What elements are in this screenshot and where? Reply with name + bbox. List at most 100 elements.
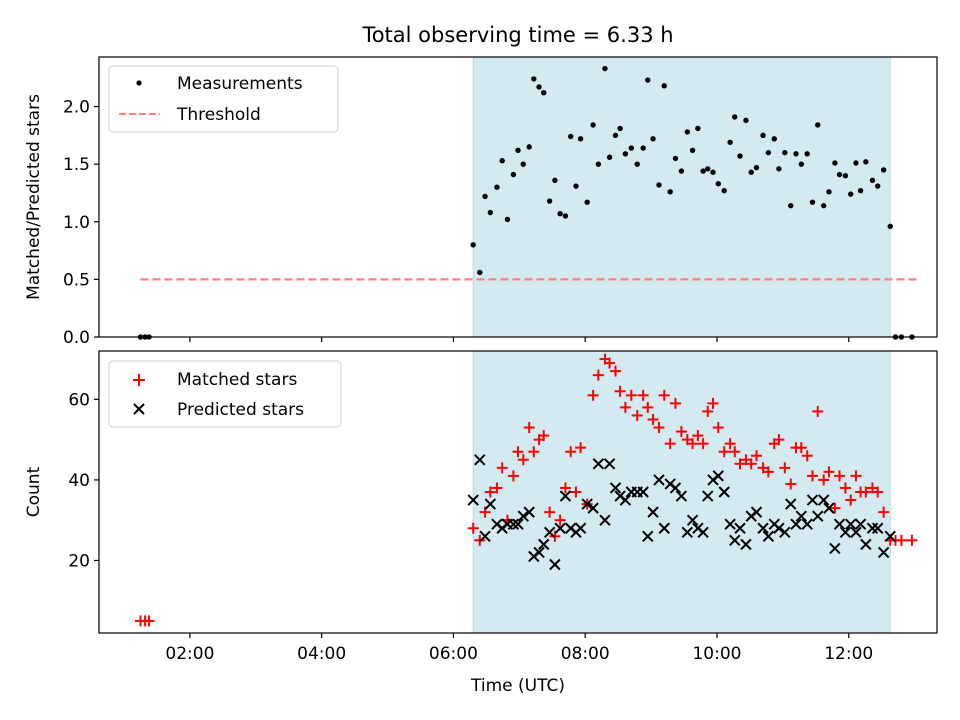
predicted-stars-point	[854, 518, 867, 530]
measurements-point	[809, 199, 816, 205]
measurements-point	[606, 154, 613, 160]
measurements-point	[536, 84, 542, 90]
matched-stars-point	[702, 405, 714, 417]
measurements-point	[760, 132, 766, 139]
measurements-point	[743, 117, 749, 124]
matched-stars-point	[143, 615, 155, 627]
matched-stars-point	[647, 413, 659, 425]
matched-stars-point	[570, 486, 582, 498]
legend-predicted-swatch	[133, 403, 145, 415]
ratio-x-ticks	[189, 337, 850, 342]
predicted-stars-point	[474, 454, 486, 466]
matched-stars-point	[906, 534, 918, 546]
matched-stars-point	[491, 482, 503, 494]
predicted-stars-point	[750, 506, 763, 518]
predicted-stars-point	[467, 494, 479, 506]
matched-stars-point	[878, 506, 890, 518]
matched-stars-point	[806, 470, 818, 482]
measurements-point	[640, 145, 646, 151]
measurements-point	[487, 209, 494, 216]
x-tick-label: 12:00	[824, 644, 873, 664]
measurements-point	[577, 136, 584, 142]
predicted-stars-point	[718, 486, 730, 498]
matched-stars-point	[850, 470, 862, 482]
measurements-point	[590, 122, 596, 128]
predicted-stars-point	[512, 518, 524, 530]
ratio-y-ticks: 0.0 0.5 1.0 1.5 2.0	[63, 98, 99, 348]
matched-stars-point	[523, 422, 535, 434]
predicted-stars-point	[543, 526, 556, 538]
measurements-point	[482, 193, 488, 200]
matched-stars-point	[801, 450, 813, 462]
measurements-point	[727, 139, 733, 145]
predicted-stars-point	[801, 518, 813, 530]
matched-stars-point	[750, 450, 762, 462]
predicted-stars-point	[729, 534, 741, 547]
measurements-point	[695, 125, 701, 132]
ratio-y-axis-label: Matched/Predicted stars	[24, 94, 44, 300]
matched-stars-point	[614, 385, 626, 397]
measurements-point	[540, 90, 547, 96]
matched-stars-point	[517, 454, 529, 466]
predicted-stars-point	[559, 490, 572, 502]
predicted-stars-point	[658, 522, 670, 534]
measurements-point	[710, 169, 716, 175]
measurements-point	[656, 182, 662, 188]
measurements-point	[584, 199, 590, 205]
matched-stars-point	[512, 446, 524, 458]
legend-measurements-swatch	[136, 80, 142, 86]
predicted-stars-point	[790, 518, 802, 530]
measurements-point	[515, 147, 521, 154]
measurements-point	[820, 202, 827, 209]
measurements-point	[595, 161, 602, 167]
count-x-ticks: 02:00 04:00 06:00 08:00 10:00 12:00	[165, 633, 873, 664]
count-y-axis-label: Count	[24, 466, 44, 517]
measurements-point	[732, 114, 738, 120]
chart-title: Total observing time = 6.33 h	[361, 23, 673, 47]
x-tick-label: 10:00	[692, 644, 741, 664]
predicted-stars-point	[609, 482, 622, 494]
measurements-point	[863, 159, 869, 165]
predicted-stars-point	[523, 506, 535, 518]
predicted-stars-point	[603, 458, 616, 470]
matched-stars-point	[718, 446, 730, 458]
predicted-stars-point	[785, 498, 797, 510]
predicted-stars-point	[507, 518, 520, 530]
count-panel: 20 40 60 02:00 04:00 06:00 08:00 10:00 12:00 Co…	[24, 350, 938, 664]
measurements-point	[880, 167, 887, 173]
x-tick-label: 06:00	[429, 644, 478, 664]
x-axis-label: Time (UTC)	[470, 676, 565, 696]
predicted-stars-point	[484, 498, 497, 510]
matched-stars-point	[860, 486, 872, 498]
measurements-point	[776, 166, 782, 172]
ratio-panel: 0.00.51.01.52.0 Matched/Predicted stars …	[24, 56, 938, 348]
y-tick-label: 20	[68, 551, 90, 571]
measurements-point	[842, 172, 849, 179]
matched-stars-point	[785, 478, 797, 490]
measurements-point	[798, 161, 804, 167]
measurements-point	[804, 151, 810, 157]
measurements-point	[470, 242, 476, 248]
matched-stars-point	[697, 438, 709, 450]
measurements-point	[715, 181, 721, 187]
measurements-point	[573, 183, 579, 189]
predicted-stars-point	[884, 530, 896, 543]
matched-stars-point	[829, 502, 841, 514]
x-tick-label: 08:00	[561, 644, 610, 664]
y-tick-label: 0.0	[63, 328, 90, 348]
legend-matched-swatch	[133, 374, 145, 386]
predicted-stars-point	[653, 474, 665, 486]
matched-stars-point	[642, 401, 654, 413]
measurements-point	[650, 136, 656, 142]
legend-threshold-label: Threshold	[176, 105, 261, 125]
predicted-stars-point	[806, 494, 819, 506]
measurements-point	[887, 223, 893, 230]
matched-stars-point	[625, 389, 637, 401]
measurements-point	[661, 83, 667, 89]
matched-stars-point	[812, 405, 824, 417]
predicted-stars-point	[537, 538, 550, 551]
y-tick-label: 2.0	[63, 98, 90, 118]
measurements-point	[721, 187, 727, 194]
matched-stars-point	[795, 442, 807, 454]
predicted-stars-point	[817, 494, 830, 506]
